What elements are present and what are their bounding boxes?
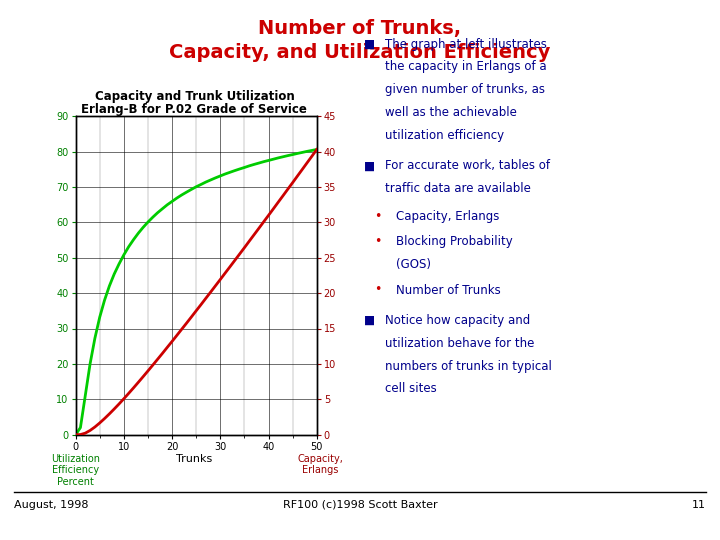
Text: The graph at left illustrates: The graph at left illustrates xyxy=(385,38,547,51)
Text: Capacity and Trunk Utilization: Capacity and Trunk Utilization xyxy=(94,90,294,103)
Text: ■: ■ xyxy=(364,38,374,51)
Text: •: • xyxy=(374,284,382,296)
Text: Trunks: Trunks xyxy=(176,454,212,464)
Text: Notice how capacity and: Notice how capacity and xyxy=(385,314,531,327)
Text: the capacity in Erlangs of a: the capacity in Erlangs of a xyxy=(385,60,546,73)
Text: August, 1998: August, 1998 xyxy=(14,500,89,510)
Text: 11: 11 xyxy=(692,500,706,510)
Text: For accurate work, tables of: For accurate work, tables of xyxy=(385,159,550,172)
Text: Number of Trunks: Number of Trunks xyxy=(396,284,500,296)
Text: given number of trunks, as: given number of trunks, as xyxy=(385,83,545,96)
Text: utilization efficiency: utilization efficiency xyxy=(385,129,504,141)
Text: Utilization
Efficiency
Percent: Utilization Efficiency Percent xyxy=(51,454,100,487)
Text: Erlang-B for P.02 Grade of Service: Erlang-B for P.02 Grade of Service xyxy=(81,103,307,116)
Text: numbers of trunks in typical: numbers of trunks in typical xyxy=(385,360,552,373)
Text: Capacity, and Utilization Efficiency: Capacity, and Utilization Efficiency xyxy=(169,43,551,62)
Text: •: • xyxy=(374,210,382,223)
Text: Number of Trunks,: Number of Trunks, xyxy=(258,19,462,38)
Text: cell sites: cell sites xyxy=(385,382,437,395)
Text: Capacity,
Erlangs: Capacity, Erlangs xyxy=(297,454,343,475)
Text: RF100 (c)1998 Scott Baxter: RF100 (c)1998 Scott Baxter xyxy=(283,500,437,510)
Text: utilization behave for the: utilization behave for the xyxy=(385,337,534,350)
Text: well as the achievable: well as the achievable xyxy=(385,106,517,119)
Text: traffic data are available: traffic data are available xyxy=(385,182,531,195)
Text: ■: ■ xyxy=(364,159,374,172)
Text: (GOS): (GOS) xyxy=(396,258,431,271)
Text: •: • xyxy=(374,235,382,248)
Text: ■: ■ xyxy=(364,314,374,327)
Text: Capacity, Erlangs: Capacity, Erlangs xyxy=(396,210,500,223)
Text: Blocking Probability: Blocking Probability xyxy=(396,235,513,248)
